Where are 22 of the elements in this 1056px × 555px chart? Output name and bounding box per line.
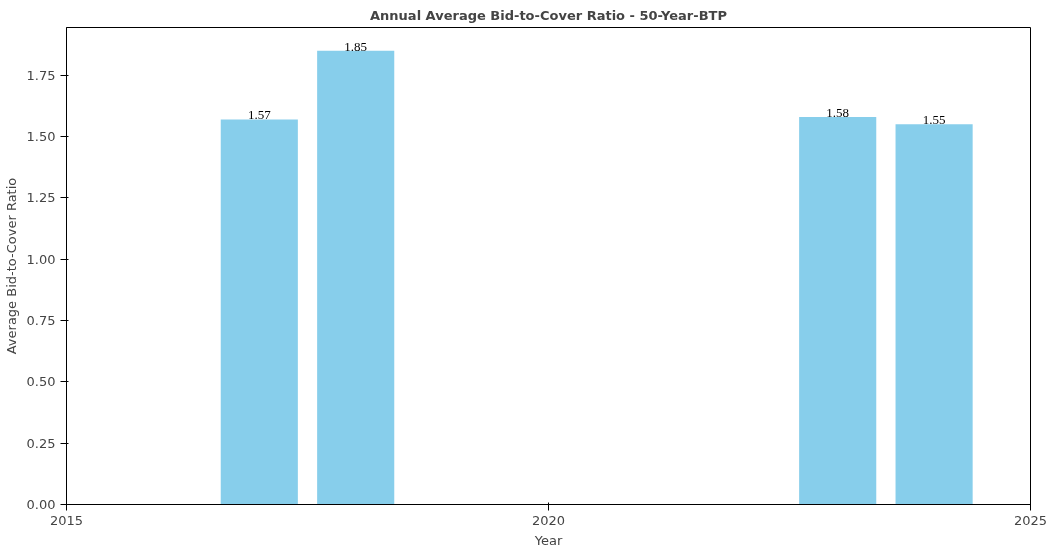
bar	[317, 50, 395, 505]
x-tick-label: 2020	[531, 512, 566, 528]
chart-title: Annual Average Bid-to-Cover Ratio - 50-Year-BTP	[370, 7, 727, 23]
data-label: 1.58	[826, 105, 850, 121]
y-tick-label: 0.75	[26, 313, 56, 329]
y-tick-label: 1.75	[26, 67, 56, 83]
y-tick-label: 1.00	[26, 251, 56, 267]
x-tick-label: 2015	[49, 512, 84, 528]
data-label: 1.57	[247, 107, 272, 123]
x-axis-title: Year	[533, 532, 563, 548]
y-tick-label: 0.25	[26, 435, 56, 451]
y-tick-label: 1.50	[26, 129, 56, 145]
data-label: 1.55	[922, 112, 946, 128]
bar	[895, 124, 973, 505]
bar	[220, 119, 298, 505]
y-axis-title: Average Bid-to-Cover Ratio	[3, 177, 19, 355]
bar	[799, 117, 877, 505]
data-label: 1.85	[344, 38, 368, 54]
y-tick-label: 0.50	[26, 374, 56, 390]
x-tick-label: 2025	[1013, 512, 1048, 528]
y-tick-label: 0.00	[26, 497, 56, 512]
y-tick-label: 1.25	[26, 190, 56, 206]
